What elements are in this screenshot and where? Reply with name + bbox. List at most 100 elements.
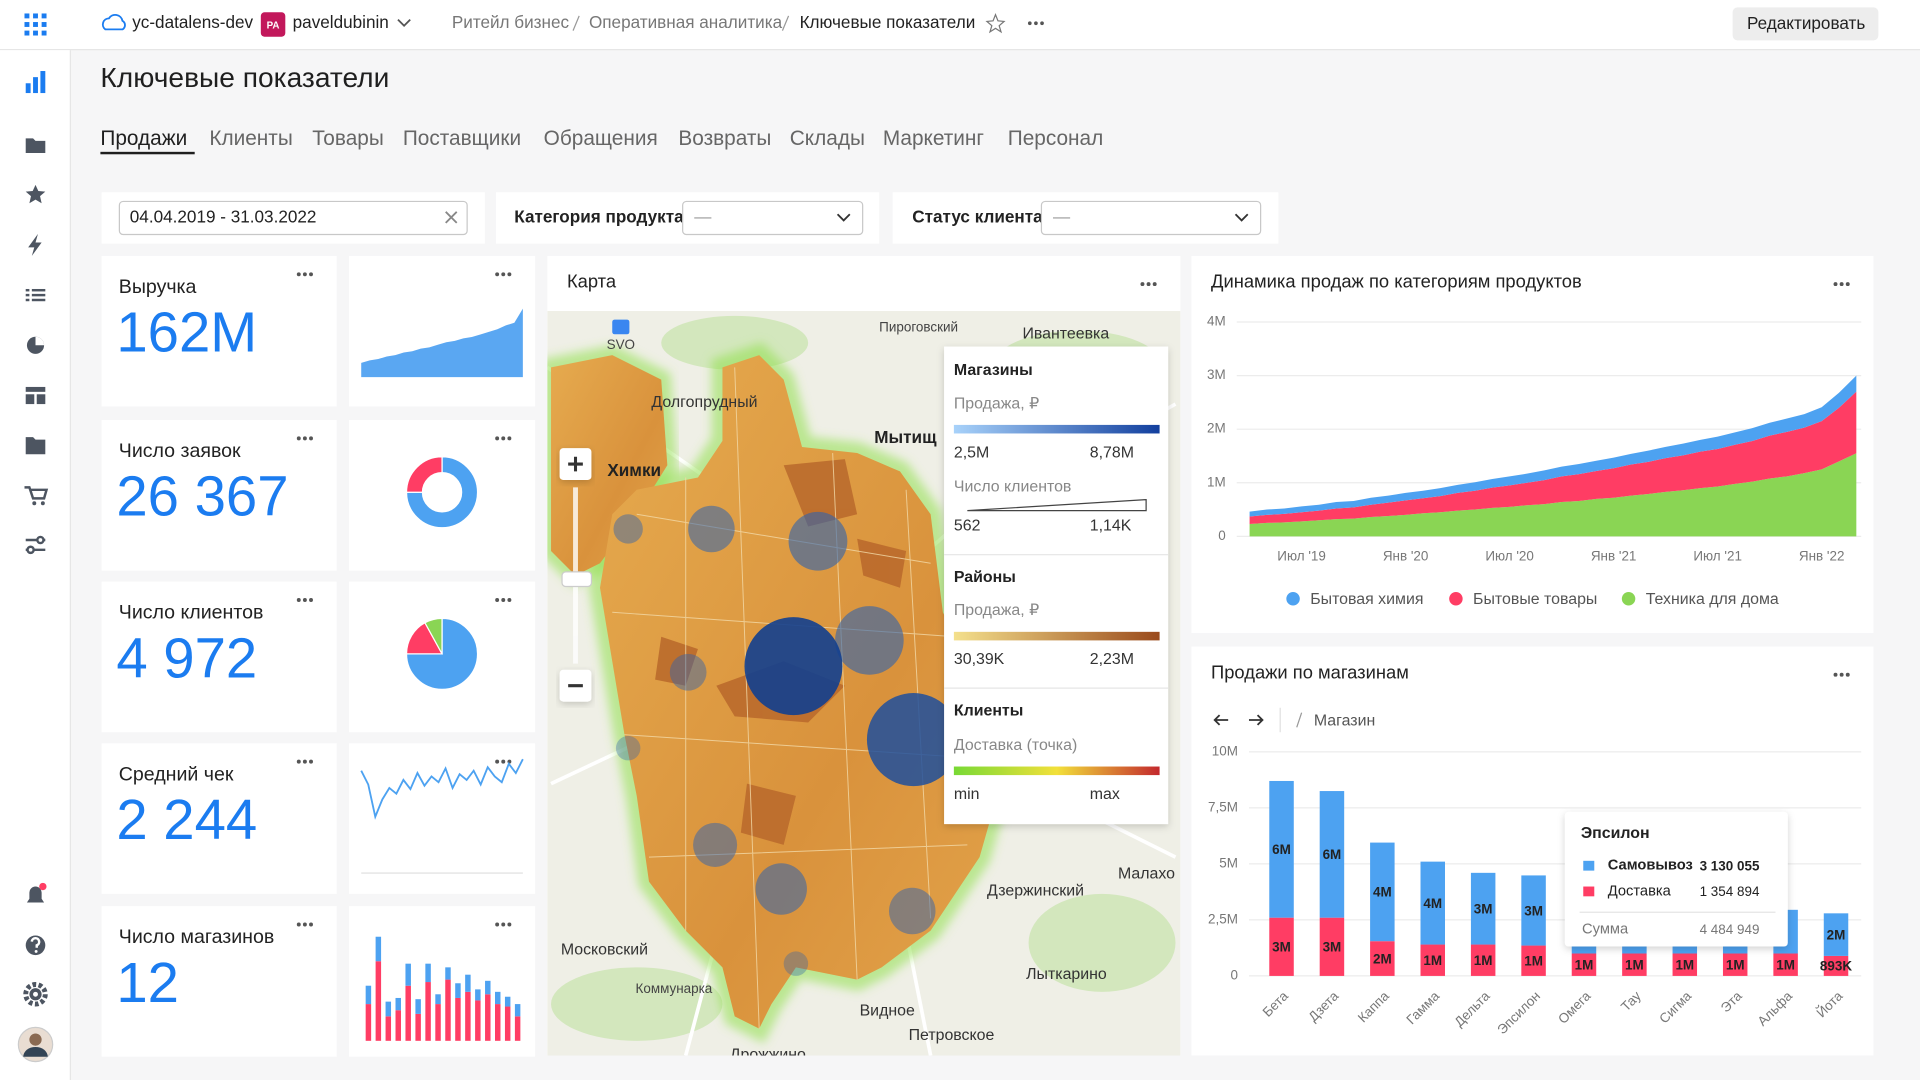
user-chevron[interactable] (397, 18, 411, 28)
favorite-star[interactable] (985, 13, 1006, 34)
widget-menu[interactable] (296, 272, 313, 277)
bar-segment[interactable] (1622, 953, 1647, 976)
map-canvas[interactable]: SVO Пироговский Ивантеевка Долгопрудный … (547, 311, 1181, 1064)
tab[interactable]: Возвраты (678, 127, 771, 150)
user-avatar[interactable] (17, 1026, 54, 1063)
tab[interactable]: Товары (312, 127, 384, 150)
nav-help[interactable] (25, 935, 46, 956)
nav-folder[interactable] (25, 138, 46, 154)
widget-menu[interactable] (296, 759, 313, 764)
bar-segment[interactable] (1269, 780, 1294, 918)
place-label: Химки (607, 460, 661, 480)
user-name[interactable]: paveldubinin (293, 12, 389, 32)
clear-button[interactable] (445, 211, 458, 224)
drill-breadcrumb[interactable]: Магазин (1314, 712, 1375, 729)
tab[interactable]: Обращения (544, 127, 658, 150)
edit-button-label[interactable]: Редактировать (1747, 13, 1865, 33)
tab[interactable]: Продажи (100, 127, 187, 150)
breadcrumb[interactable]: Оперативная аналитика (589, 12, 783, 32)
date-input[interactable] (118, 200, 468, 236)
tab[interactable]: Клиенты (209, 127, 292, 150)
nav-dashboards[interactable] (25, 386, 46, 405)
bar-segment[interactable] (1319, 917, 1345, 976)
bar-segment[interactable] (1823, 955, 1849, 976)
nav-datasets[interactable] (25, 288, 46, 302)
bar-segment[interactable] (1420, 861, 1445, 945)
bar-segment[interactable] (1722, 953, 1748, 976)
nav-gear[interactable] (23, 982, 48, 1007)
widget-menu[interactable] (296, 922, 313, 927)
edit-button[interactable] (1732, 7, 1879, 41)
widget-menu[interactable] (296, 436, 313, 441)
nav-reports[interactable] (26, 336, 45, 354)
pie-slice (405, 456, 479, 529)
zoom-handle[interactable] (561, 571, 593, 588)
more-button[interactable] (1027, 21, 1044, 26)
bar-segment[interactable] (1672, 953, 1698, 976)
bar-segment[interactable] (1470, 872, 1496, 945)
bar-segment[interactable] (1521, 945, 1546, 976)
widget-menu[interactable] (296, 598, 313, 602)
select-chevron[interactable] (836, 213, 851, 222)
select-value[interactable]: — (1053, 206, 1071, 226)
widget-menu[interactable] (1140, 282, 1157, 287)
date-value[interactable]: 04.04.2019 - 31.03.2022 (130, 206, 317, 226)
bar-segment[interactable] (1571, 953, 1597, 976)
nav-back[interactable] (1213, 714, 1229, 726)
select-chevron[interactable] (1234, 213, 1249, 222)
legend-marker[interactable] (1286, 592, 1300, 606)
tab[interactable]: Поставщики (403, 127, 521, 150)
bar-segment[interactable] (1823, 913, 1849, 956)
bar-label: 4M (1423, 896, 1442, 911)
nav-cart[interactable] (24, 486, 49, 506)
bar-segment[interactable] (1319, 791, 1345, 918)
tab[interactable]: Склады (790, 127, 865, 150)
nav-settings[interactable] (25, 535, 46, 555)
nav-notifications[interactable] (26, 882, 47, 903)
legend-label[interactable]: Техника для дома (1646, 591, 1779, 608)
legend-marker[interactable] (1449, 592, 1463, 606)
tab[interactable]: Маркетинг (883, 127, 984, 150)
tab[interactable]: Персонал (1008, 127, 1103, 150)
widget-menu[interactable] (495, 272, 512, 277)
bar-segment[interactable] (1370, 941, 1395, 976)
legend-min: 562 (954, 518, 981, 535)
legend-min: 2,5M (954, 444, 989, 461)
sparkline-bar (395, 1010, 401, 1041)
bar-label: 1M (1474, 953, 1493, 968)
tooltip-marker (1583, 886, 1595, 897)
bar-segment[interactable] (1773, 953, 1798, 976)
nav-charts[interactable] (25, 71, 46, 94)
place-label: Дзержинский (987, 883, 1084, 900)
menu-dot (501, 922, 506, 927)
nav-recent[interactable] (28, 233, 42, 256)
widget-menu[interactable] (495, 598, 512, 602)
legend-label[interactable]: Бытовые товары (1473, 591, 1597, 608)
nav-favorites[interactable] (25, 184, 46, 204)
bar-segment[interactable] (1269, 917, 1294, 976)
widget-menu[interactable] (1833, 282, 1850, 287)
place-label: Лыткарино (1026, 966, 1107, 983)
kpi-column: Выручка 162M Число заявок 26 367 Число клиен… (101, 255, 337, 1057)
widget-menu[interactable] (495, 436, 512, 441)
nav-connections[interactable] (25, 437, 46, 455)
breadcrumb[interactable]: Ритейл бизнес (452, 12, 570, 32)
zoom-in-icon[interactable] (568, 456, 583, 472)
apps-icon[interactable] (24, 13, 47, 36)
category-select[interactable] (682, 200, 864, 236)
bar-segment[interactable] (1420, 944, 1445, 976)
select-value[interactable]: — (694, 206, 712, 226)
bar-segment[interactable] (1370, 842, 1395, 942)
project-name[interactable]: yc-datalens-dev (132, 12, 253, 32)
bar-segment[interactable] (1521, 875, 1546, 946)
legend-label[interactable]: Бытовая химия (1310, 591, 1423, 608)
menu-dot (309, 598, 313, 602)
nav-forward[interactable] (1248, 714, 1264, 726)
legend-marker[interactable] (1621, 592, 1636, 606)
widget-menu[interactable] (1833, 672, 1850, 677)
kpi-card (101, 906, 337, 1057)
widget-menu[interactable] (495, 922, 512, 927)
bar-segment[interactable] (1470, 944, 1496, 976)
status-select[interactable] (1040, 200, 1262, 236)
kpi-value: 162M (116, 301, 257, 364)
